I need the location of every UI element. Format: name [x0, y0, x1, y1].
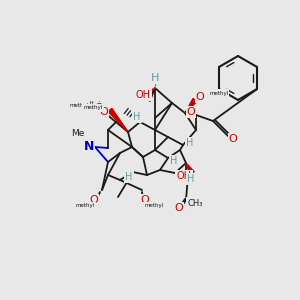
Text: O: O: [229, 134, 237, 144]
Text: H: H: [133, 112, 141, 122]
Text: H: H: [187, 174, 195, 184]
Text: H: H: [186, 138, 194, 148]
Polygon shape: [146, 88, 155, 101]
Text: methyl: methyl: [144, 203, 164, 208]
Polygon shape: [185, 98, 197, 113]
Text: methyl: methyl: [83, 106, 103, 110]
Text: H: H: [170, 156, 178, 166]
Text: methyl: methyl: [70, 103, 89, 109]
Text: O: O: [184, 171, 192, 181]
Text: OH: OH: [136, 90, 151, 100]
Text: CH₃: CH₃: [187, 199, 203, 208]
Text: O: O: [100, 107, 108, 117]
Text: O: O: [96, 105, 104, 115]
Text: O: O: [196, 92, 204, 102]
Text: N: N: [84, 140, 94, 154]
Text: O: O: [94, 103, 103, 113]
Text: O: O: [90, 195, 98, 205]
Text: methyl: methyl: [81, 100, 101, 106]
Text: O: O: [175, 203, 183, 213]
Text: O: O: [141, 195, 149, 205]
Text: methyl: methyl: [75, 203, 94, 208]
Text: H: H: [125, 172, 133, 182]
Polygon shape: [108, 108, 128, 132]
Text: methyl: methyl: [209, 91, 228, 95]
Polygon shape: [186, 163, 194, 174]
Polygon shape: [144, 88, 155, 98]
Text: O: O: [187, 107, 195, 117]
Text: Me: Me: [71, 128, 85, 137]
Text: OH: OH: [176, 171, 191, 181]
Text: H: H: [151, 73, 159, 83]
